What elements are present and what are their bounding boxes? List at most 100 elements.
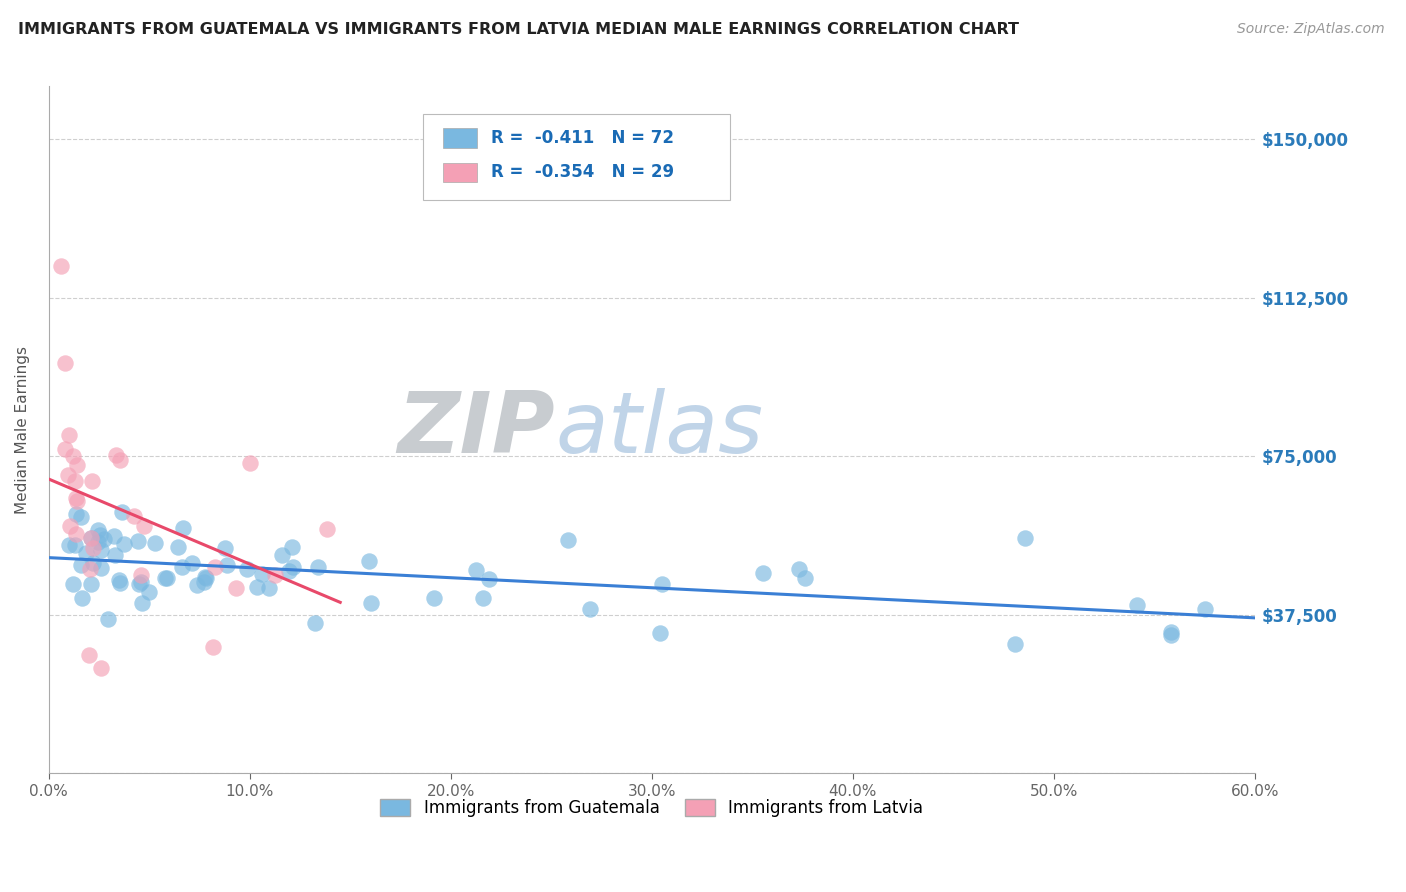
Point — [104, 548, 127, 562]
Bar — [443, 162, 477, 182]
Point — [82, 541, 104, 556]
Text: Source: ZipAtlas.com: Source: ZipAtlas.com — [1237, 22, 1385, 37]
Point — [108, 573, 131, 587]
Point — [131, 596, 153, 610]
Point — [579, 601, 602, 615]
Point — [651, 576, 673, 591]
Point — [193, 575, 215, 590]
Point — [250, 567, 273, 582]
Point — [271, 548, 294, 562]
Point — [281, 541, 304, 555]
Text: R =  -0.354   N = 29: R = -0.354 N = 29 — [491, 163, 675, 181]
Point — [315, 522, 337, 536]
Point — [53, 356, 76, 370]
Point — [104, 448, 127, 462]
Text: ZIP: ZIP — [398, 388, 555, 471]
Point — [465, 563, 488, 577]
Point — [225, 581, 247, 595]
Point — [307, 560, 329, 574]
Point — [278, 564, 301, 578]
Point — [194, 569, 217, 583]
Point — [195, 571, 218, 585]
Point — [79, 648, 101, 662]
Point — [65, 538, 87, 552]
Point — [648, 625, 671, 640]
Point — [156, 571, 179, 585]
Point — [557, 533, 579, 547]
Point — [75, 546, 97, 560]
Point — [172, 521, 194, 535]
Point — [214, 541, 236, 555]
Point — [423, 591, 446, 605]
Point — [201, 640, 224, 654]
Point — [166, 540, 188, 554]
Point — [359, 553, 381, 567]
Point — [70, 558, 93, 573]
Point — [66, 494, 89, 508]
Text: R =  -0.411   N = 72: R = -0.411 N = 72 — [491, 128, 675, 147]
Point — [56, 467, 79, 482]
Point — [80, 531, 103, 545]
Point — [110, 575, 132, 590]
Point — [79, 531, 101, 545]
Point — [246, 581, 269, 595]
Point — [132, 519, 155, 533]
Legend: Immigrants from Guatemala, Immigrants from Latvia: Immigrants from Guatemala, Immigrants fr… — [374, 792, 929, 823]
Point — [143, 535, 166, 549]
Point — [129, 574, 152, 589]
Point — [65, 474, 87, 488]
Point — [79, 562, 101, 576]
FancyBboxPatch shape — [423, 114, 730, 200]
Y-axis label: Median Male Earnings: Median Male Earnings — [15, 346, 30, 514]
Point — [1160, 628, 1182, 642]
Point — [90, 561, 112, 575]
Point — [65, 508, 87, 522]
Point — [264, 568, 287, 582]
Point — [82, 557, 104, 571]
Point — [128, 576, 150, 591]
Point — [58, 538, 80, 552]
Point — [87, 534, 110, 549]
Point — [79, 577, 101, 591]
Point — [62, 450, 84, 464]
Point — [53, 442, 76, 457]
Point — [794, 571, 817, 585]
Point — [89, 528, 111, 542]
Point — [129, 567, 152, 582]
Point — [112, 536, 135, 550]
Point — [87, 523, 110, 537]
Text: IMMIGRANTS FROM GUATEMALA VS IMMIGRANTS FROM LATVIA MEDIAN MALE EARNINGS CORRELA: IMMIGRANTS FROM GUATEMALA VS IMMIGRANTS … — [18, 22, 1019, 37]
Point — [108, 453, 131, 467]
Point — [153, 572, 176, 586]
Point — [170, 559, 193, 574]
Point — [1160, 625, 1182, 640]
Point — [1194, 601, 1216, 615]
Point — [65, 527, 87, 541]
Point — [70, 509, 93, 524]
Point — [236, 562, 259, 576]
Point — [62, 577, 84, 591]
Point — [70, 591, 93, 605]
Point — [477, 572, 499, 586]
Point — [360, 596, 382, 610]
Point — [111, 506, 134, 520]
Point — [186, 578, 208, 592]
Point — [472, 591, 495, 605]
Point — [65, 491, 87, 505]
Point — [751, 566, 773, 580]
Point — [97, 612, 120, 626]
Point — [90, 661, 112, 675]
Point — [80, 475, 103, 489]
Point — [124, 508, 146, 523]
Point — [1014, 532, 1036, 546]
Point — [1004, 637, 1026, 651]
Point — [59, 519, 82, 533]
Point — [180, 556, 202, 570]
Bar — [443, 128, 477, 147]
Point — [138, 585, 160, 599]
Point — [789, 562, 811, 576]
Point — [93, 532, 115, 546]
Point — [204, 559, 226, 574]
Point — [1125, 599, 1147, 613]
Point — [103, 529, 125, 543]
